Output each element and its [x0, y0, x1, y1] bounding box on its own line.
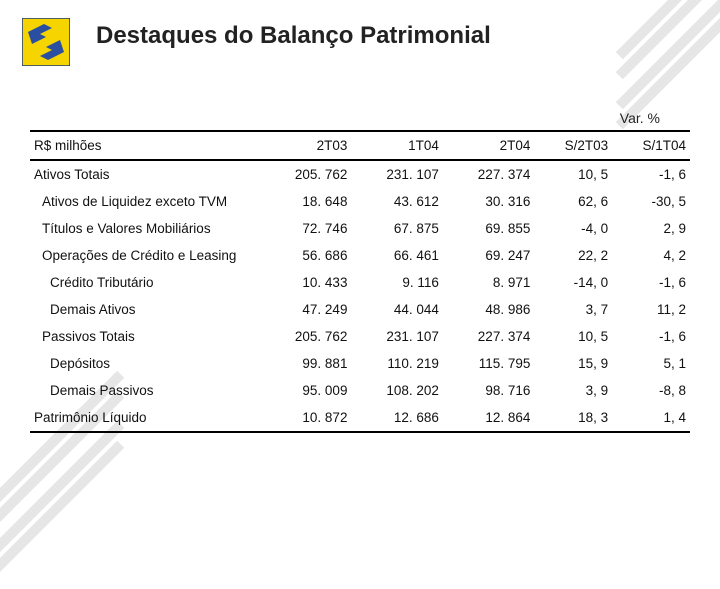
row-value: 9. 116 [351, 269, 442, 296]
row-value: -1, 6 [612, 323, 690, 350]
row-value: 1, 4 [612, 404, 690, 432]
row-label: Patrimônio Líquido [30, 404, 260, 432]
row-value: 98. 716 [443, 377, 534, 404]
row-value: 10. 872 [260, 404, 351, 432]
table-row: Demais Ativos47. 24944. 04448. 9863, 711… [30, 296, 690, 323]
row-value: 95. 009 [260, 377, 351, 404]
row-value: 72. 746 [260, 215, 351, 242]
row-value: 99. 881 [260, 350, 351, 377]
table-header-col: 1T04 [351, 131, 442, 160]
table-header-col: S/2T03 [534, 131, 612, 160]
row-value: 227. 374 [443, 323, 534, 350]
table-row: Crédito Tributário10. 4339. 1168. 971-14… [30, 269, 690, 296]
row-value: -1, 6 [612, 269, 690, 296]
row-value: 115. 795 [443, 350, 534, 377]
table-header-row: R$ milhões 2T03 1T04 2T04 S/2T03 S/1T04 [30, 131, 690, 160]
row-value: 67. 875 [351, 215, 442, 242]
row-value: -8, 8 [612, 377, 690, 404]
row-value: 62, 6 [534, 188, 612, 215]
row-label: Ativos Totais [30, 160, 260, 188]
page-title: Destaques do Balanço Patrimonial [96, 22, 491, 50]
row-value: 205. 762 [260, 323, 351, 350]
row-label: Demais Ativos [30, 296, 260, 323]
row-value: 8. 971 [443, 269, 534, 296]
row-value: 5, 1 [612, 350, 690, 377]
row-value: 22, 2 [534, 242, 612, 269]
table-header-col: 2T03 [260, 131, 351, 160]
corner-decoration-bottom-left [0, 430, 110, 570]
row-value: 47. 249 [260, 296, 351, 323]
table-row: Passivos Totais205. 762231. 107227. 3741… [30, 323, 690, 350]
table-row: Operações de Crédito e Leasing56. 68666.… [30, 242, 690, 269]
row-value: 231. 107 [351, 160, 442, 188]
row-value: 231. 107 [351, 323, 442, 350]
row-label: Crédito Tributário [30, 269, 260, 296]
table-row: Demais Passivos95. 009108. 20298. 7163, … [30, 377, 690, 404]
row-value: 110. 219 [351, 350, 442, 377]
row-label: Depósitos [30, 350, 260, 377]
row-value: 227. 374 [443, 160, 534, 188]
row-value: 10. 433 [260, 269, 351, 296]
corner-decoration-top-right [610, 0, 720, 110]
row-value: 48. 986 [443, 296, 534, 323]
row-label: Passivos Totais [30, 323, 260, 350]
row-value: 10, 5 [534, 323, 612, 350]
row-value: -4, 0 [534, 215, 612, 242]
row-value: 12. 864 [443, 404, 534, 432]
table-row: Ativos de Liquidez exceto TVM18. 64843. … [30, 188, 690, 215]
row-label: Demais Passivos [30, 377, 260, 404]
row-value: 108. 202 [351, 377, 442, 404]
row-label: Operações de Crédito e Leasing [30, 242, 260, 269]
row-value: 10, 5 [534, 160, 612, 188]
row-value: 12. 686 [351, 404, 442, 432]
table-row: Títulos e Valores Mobiliários72. 74667. … [30, 215, 690, 242]
row-value: 18. 648 [260, 188, 351, 215]
row-value: 205. 762 [260, 160, 351, 188]
row-value: 66. 461 [351, 242, 442, 269]
row-value: 18, 3 [534, 404, 612, 432]
table-row: Ativos Totais205. 762231. 107227. 37410,… [30, 160, 690, 188]
table-row: Depósitos99. 881110. 219115. 79515, 95, … [30, 350, 690, 377]
variation-label: Var. % [620, 110, 660, 126]
row-value: -14, 0 [534, 269, 612, 296]
row-value: 44. 044 [351, 296, 442, 323]
table-row: Patrimônio Líquido10. 87212. 68612. 8641… [30, 404, 690, 432]
row-value: 43. 612 [351, 188, 442, 215]
row-value: 2, 9 [612, 215, 690, 242]
row-value: 3, 9 [534, 377, 612, 404]
row-value: 15, 9 [534, 350, 612, 377]
table-header-label: R$ milhões [30, 131, 260, 160]
row-value: 56. 686 [260, 242, 351, 269]
row-label: Títulos e Valores Mobiliários [30, 215, 260, 242]
bb-logo-icon [22, 18, 70, 66]
row-value: -30, 5 [612, 188, 690, 215]
row-value: 30. 316 [443, 188, 534, 215]
balance-table: R$ milhões 2T03 1T04 2T04 S/2T03 S/1T04 … [30, 130, 690, 433]
row-value: 69. 855 [443, 215, 534, 242]
row-value: 11, 2 [612, 296, 690, 323]
row-value: 3, 7 [534, 296, 612, 323]
row-label: Ativos de Liquidez exceto TVM [30, 188, 260, 215]
row-value: 69. 247 [443, 242, 534, 269]
row-value: 4, 2 [612, 242, 690, 269]
table-header-col: 2T04 [443, 131, 534, 160]
table-header-col: S/1T04 [612, 131, 690, 160]
row-value: -1, 6 [612, 160, 690, 188]
